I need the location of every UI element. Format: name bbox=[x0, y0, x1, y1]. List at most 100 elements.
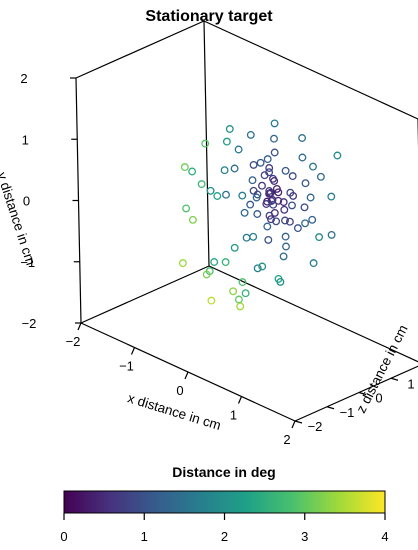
data-point bbox=[316, 172, 325, 181]
z-tick bbox=[294, 420, 303, 424]
data-point bbox=[188, 215, 197, 224]
data-point bbox=[234, 145, 243, 154]
colorbar bbox=[63, 490, 386, 514]
edge-back-bottom bbox=[208, 265, 418, 363]
data-point bbox=[309, 259, 318, 268]
data-point bbox=[253, 264, 262, 273]
data-point bbox=[281, 166, 290, 175]
colorbar-tick-label: 1 bbox=[141, 529, 148, 544]
data-point bbox=[225, 125, 234, 133]
data-point bbox=[263, 155, 272, 164]
data-point bbox=[279, 252, 288, 261]
data-point bbox=[274, 274, 283, 283]
data-point bbox=[238, 191, 247, 200]
data-point bbox=[274, 196, 283, 205]
data-point bbox=[240, 208, 249, 217]
data-point bbox=[202, 270, 211, 279]
y-tick-label: −1 bbox=[20, 255, 35, 270]
colorbar-tick-label: 3 bbox=[301, 529, 308, 544]
data-point bbox=[249, 232, 258, 241]
colorbar-title: Distance in deg bbox=[172, 464, 275, 480]
data-point bbox=[180, 163, 189, 172]
data-points bbox=[178, 119, 342, 311]
x-tick-label: −2 bbox=[66, 334, 81, 349]
data-point bbox=[280, 205, 289, 214]
data-point bbox=[246, 200, 255, 209]
data-point bbox=[230, 164, 239, 173]
data-point bbox=[182, 204, 191, 213]
data-point bbox=[230, 243, 239, 252]
x-tick bbox=[184, 371, 189, 380]
y-tick-label: 1 bbox=[22, 132, 29, 147]
data-point bbox=[248, 176, 257, 185]
data-point bbox=[288, 201, 296, 210]
colorbar-tick-label: 0 bbox=[60, 529, 67, 544]
edge-top-left-back bbox=[75, 20, 205, 79]
z-tick-label: −1 bbox=[340, 405, 355, 420]
data-point bbox=[220, 166, 229, 175]
data-point bbox=[249, 160, 258, 169]
x-tick bbox=[237, 396, 243, 404]
data-point bbox=[269, 200, 278, 209]
x-axis-label: x distance in cm bbox=[126, 390, 223, 433]
data-point bbox=[309, 162, 317, 171]
data-point bbox=[236, 302, 245, 311]
data-point bbox=[246, 130, 255, 139]
edge-back-top bbox=[203, 20, 418, 120]
data-point bbox=[293, 224, 302, 233]
data-point bbox=[241, 289, 250, 298]
data-point bbox=[242, 233, 251, 242]
x-tick-label: 1 bbox=[230, 408, 237, 423]
y-axis-label: y distance in cm bbox=[0, 170, 38, 267]
x-tick-label: 0 bbox=[176, 383, 183, 398]
data-point bbox=[300, 203, 309, 212]
edge-bottom-left bbox=[80, 265, 210, 324]
data-point bbox=[258, 181, 266, 190]
data-point bbox=[333, 151, 342, 160]
data-point bbox=[188, 167, 197, 176]
z-tick-label: 1 bbox=[407, 376, 414, 391]
data-point bbox=[258, 262, 267, 271]
colorbar-ticks: 0 1 2 3 4 bbox=[60, 513, 389, 544]
y-tick-label: 0 bbox=[23, 194, 30, 209]
data-point bbox=[288, 172, 297, 181]
data-point bbox=[281, 232, 290, 241]
z-tick bbox=[390, 377, 399, 381]
data-point bbox=[306, 193, 315, 202]
data-point bbox=[267, 215, 275, 224]
data-point bbox=[279, 198, 288, 207]
data-point bbox=[213, 192, 222, 200]
y-tick-label: 2 bbox=[20, 71, 27, 86]
data-point bbox=[308, 215, 317, 224]
data-point bbox=[256, 158, 265, 167]
data-point bbox=[221, 258, 230, 267]
data-point bbox=[266, 189, 274, 198]
data-point bbox=[210, 258, 219, 266]
data-point bbox=[201, 139, 210, 148]
y-tick-label: −2 bbox=[22, 316, 37, 331]
data-point bbox=[301, 219, 310, 228]
data-point bbox=[327, 230, 336, 239]
data-point bbox=[286, 188, 295, 197]
colorbar-tick-label: 2 bbox=[221, 529, 228, 544]
data-point bbox=[274, 188, 283, 197]
data-point bbox=[269, 174, 277, 183]
data-point bbox=[234, 295, 243, 304]
data-point bbox=[282, 242, 290, 251]
x-tick bbox=[77, 322, 82, 331]
data-point bbox=[270, 119, 279, 128]
data-point bbox=[252, 193, 261, 202]
edge-right-bottom bbox=[294, 365, 418, 422]
data-point bbox=[327, 192, 336, 201]
data-point bbox=[207, 296, 216, 305]
data-point bbox=[264, 235, 273, 244]
x-tick-label: 2 bbox=[283, 432, 290, 447]
data-point bbox=[270, 134, 278, 143]
data-point bbox=[197, 180, 206, 189]
edge-back-vertical bbox=[203, 20, 210, 267]
z-tick-label: 0 bbox=[375, 391, 382, 406]
data-point bbox=[238, 278, 247, 287]
chart-title: Stationary target bbox=[145, 8, 273, 25]
data-point bbox=[285, 217, 294, 226]
